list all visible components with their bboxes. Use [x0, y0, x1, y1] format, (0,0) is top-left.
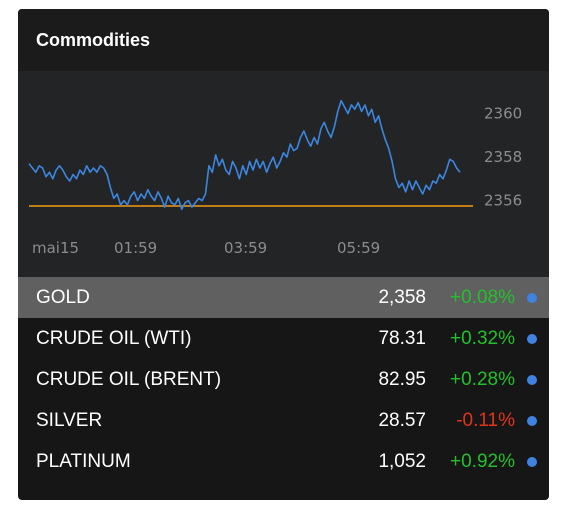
commodity-row-crude-oil-brent[interactable]: CRUDE OIL (BRENT) 82.95 +0.28% — [18, 359, 549, 400]
commodity-name: CRUDE OIL (BRENT) — [36, 368, 222, 390]
commodity-price: 2,358 — [378, 286, 426, 308]
widget-header: Commodities — [18, 9, 549, 71]
commodity-price: 78.31 — [378, 327, 426, 349]
commodity-price: 28.57 — [378, 409, 426, 431]
commodity-list: GOLD 2,358 +0.08% CRUDE OIL (WTI) 78.31 +0.32… — [18, 277, 549, 482]
commodity-row-silver[interactable]: SILVER 28.57 -0.11% — [18, 400, 549, 441]
status-dot-icon — [527, 374, 537, 385]
commodity-row-gold[interactable]: GOLD 2,358 +0.08% — [18, 277, 549, 318]
x-tick-label: 03:59 — [224, 239, 267, 257]
commodity-change: +0.28% — [450, 368, 515, 390]
x-tick-label: mai15 — [32, 239, 79, 257]
status-dot-icon — [527, 456, 537, 467]
commodity-change: +0.08% — [450, 286, 515, 308]
x-tick-label: 01:59 — [114, 239, 157, 257]
x-tick-label: 05:59 — [337, 239, 380, 257]
commodity-name: CRUDE OIL (WTI) — [36, 327, 192, 349]
y-tick-label: 2358 — [484, 148, 522, 166]
widget-title: Commodities — [36, 29, 151, 50]
commodity-price: 82.95 — [378, 368, 426, 390]
commodity-change: +0.92% — [450, 450, 515, 472]
y-tick-label: 2356 — [484, 192, 522, 210]
commodity-name: GOLD — [36, 286, 90, 308]
status-dot-icon — [527, 292, 537, 303]
commodity-name: PLATINUM — [36, 450, 131, 472]
commodity-price: 1,052 — [378, 450, 426, 472]
commodity-change: +0.32% — [450, 327, 515, 349]
price-series-line — [28, 99, 461, 211]
status-dot-icon — [527, 333, 537, 344]
commodities-widget: Commodities 2360 2358 2356 mai15 01:59 03:59 0… — [18, 9, 549, 500]
commodity-name: SILVER — [36, 409, 103, 431]
price-chart[interactable]: 2360 2358 2356 mai15 01:59 03:59 05:59 — [18, 71, 549, 277]
y-tick-label: 2360 — [484, 105, 522, 123]
commodity-change: -0.11% — [456, 409, 515, 431]
commodity-row-platinum[interactable]: PLATINUM 1,052 +0.92% — [18, 441, 549, 482]
status-dot-icon — [527, 415, 537, 426]
commodity-row-crude-oil-wti[interactable]: CRUDE OIL (WTI) 78.31 +0.32% — [18, 318, 549, 359]
price-chart-svg: 2360 2358 2356 mai15 01:59 03:59 05:59 — [28, 99, 522, 257]
